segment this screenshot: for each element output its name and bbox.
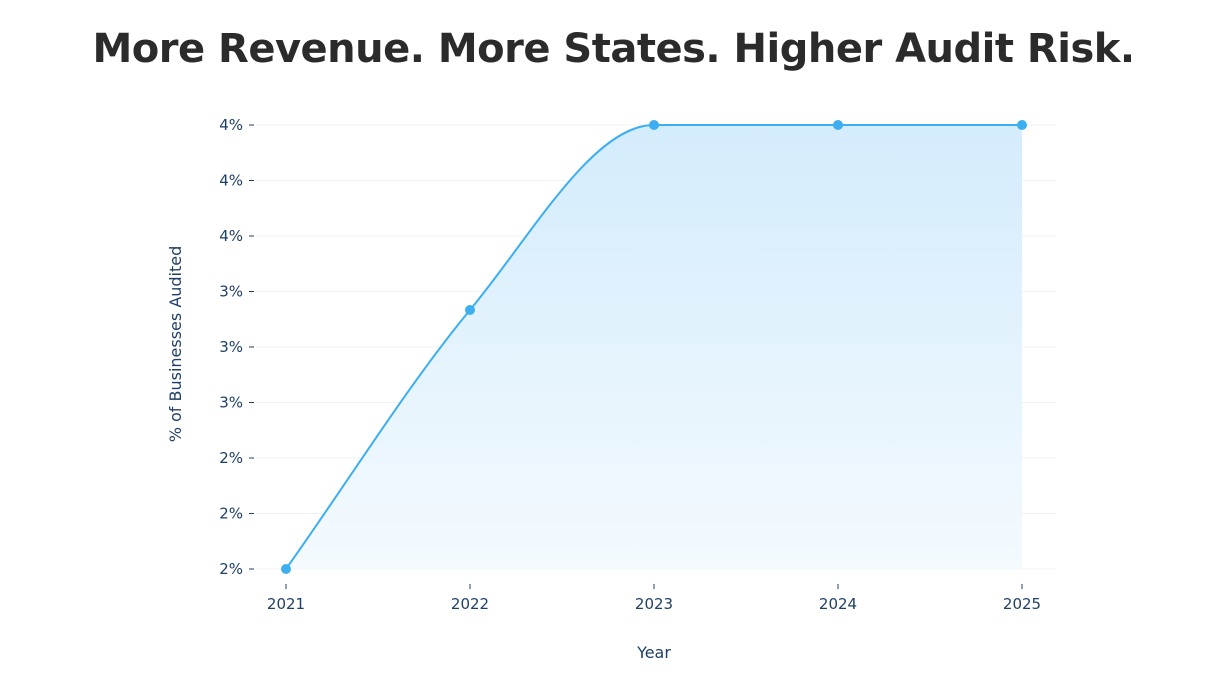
series-line — [285, 123, 1022, 570]
x-tick-label: 2023 — [635, 595, 673, 613]
data-points — [281, 120, 1027, 574]
area-fill — [286, 125, 1022, 569]
x-tick-label: 2024 — [819, 595, 857, 613]
data-point — [1017, 120, 1027, 130]
data-point — [465, 305, 475, 315]
x-tick-label: 2022 — [451, 595, 489, 613]
x-tick-label: 2021 — [267, 595, 305, 613]
x-axis-title: Year — [636, 643, 671, 662]
y-tick-label: 2% — [219, 560, 243, 578]
data-point — [833, 120, 843, 130]
y-tick-label: 3% — [219, 394, 243, 412]
data-point — [649, 120, 659, 130]
y-tick-label: 4% — [219, 116, 243, 134]
x-tick-label: 2025 — [1003, 595, 1041, 613]
y-tick-label: 2% — [219, 449, 243, 467]
y-tick-label: 3% — [219, 338, 243, 356]
y-axis-title: % of Businesses Audited — [166, 246, 185, 443]
data-point — [281, 564, 291, 574]
chart-title: More Revenue. More States. Higher Audit … — [92, 26, 1135, 72]
y-tick-label: 4% — [219, 172, 243, 190]
y-tick-label: 2% — [219, 505, 243, 523]
y-axis: 2% 2% 2% 3% 3% 3% 4% 4% 4% — [219, 116, 254, 578]
y-tick-label: 4% — [219, 227, 243, 245]
x-axis: 2021 2022 2023 2024 2025 — [267, 584, 1041, 613]
y-tick-label: 3% — [219, 283, 243, 301]
